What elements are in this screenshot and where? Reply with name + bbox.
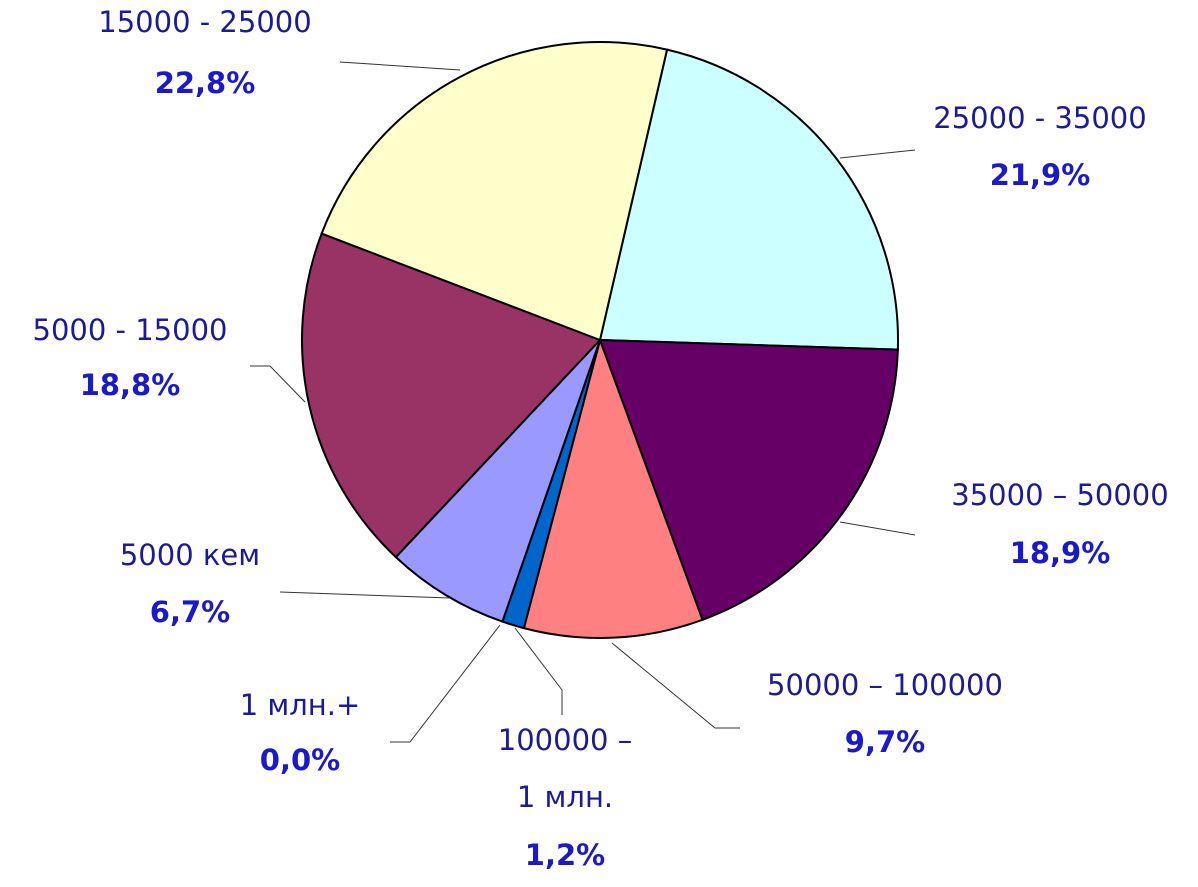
- leader-line: [611, 642, 740, 729]
- label-line: 1 млн.+: [240, 688, 361, 722]
- label-line: 25000 - 35000: [933, 101, 1146, 135]
- slice-label: 5000 кем: [120, 538, 260, 572]
- label-line: 35000 – 50000: [951, 478, 1168, 512]
- value-label: 0,0%: [260, 743, 340, 777]
- slice-label: 100000 – 1 млн.: [498, 723, 632, 814]
- pie-slice: [394, 339, 601, 623]
- label-line: 5000 кем: [120, 538, 260, 572]
- pie-slice: [301, 232, 602, 559]
- label-line: 15000 - 25000: [98, 5, 311, 39]
- slice-label: 35000 – 50000: [951, 478, 1168, 512]
- label-line: 1 млн.: [517, 780, 613, 814]
- leader-line: [279, 591, 451, 599]
- slice-label: 50000 – 100000: [767, 668, 1003, 702]
- leader-line: [390, 624, 501, 743]
- slice-label: 15000 - 25000: [98, 5, 311, 39]
- pie-slice: [598, 48, 899, 351]
- value-label: 1,2%: [525, 838, 605, 872]
- slice-label: 1 млн.+: [240, 688, 361, 722]
- slice-label: 25000 - 35000: [933, 101, 1146, 135]
- slice-label: 5000 - 15000: [33, 313, 228, 347]
- label-line: 100000 –: [498, 723, 632, 757]
- label-line: 5000 - 15000: [33, 313, 228, 347]
- pie-slice: [522, 336, 704, 639]
- value-label: 9,7%: [845, 725, 925, 759]
- leader-line: [839, 521, 916, 536]
- value-label: 18,8%: [80, 368, 181, 402]
- pie-slice: [598, 338, 899, 622]
- value-label: 6,7%: [150, 595, 230, 629]
- leader-line: [839, 149, 916, 159]
- value-label: 18,9%: [1010, 536, 1111, 570]
- pie-slice: [320, 41, 669, 342]
- leader-line: [514, 627, 563, 715]
- leader-line: [250, 365, 306, 403]
- leader-line: [339, 61, 461, 71]
- value-label: 21,9%: [990, 158, 1091, 192]
- label-line: 50000 – 100000: [767, 668, 1003, 702]
- value-label: 22,8%: [155, 66, 256, 100]
